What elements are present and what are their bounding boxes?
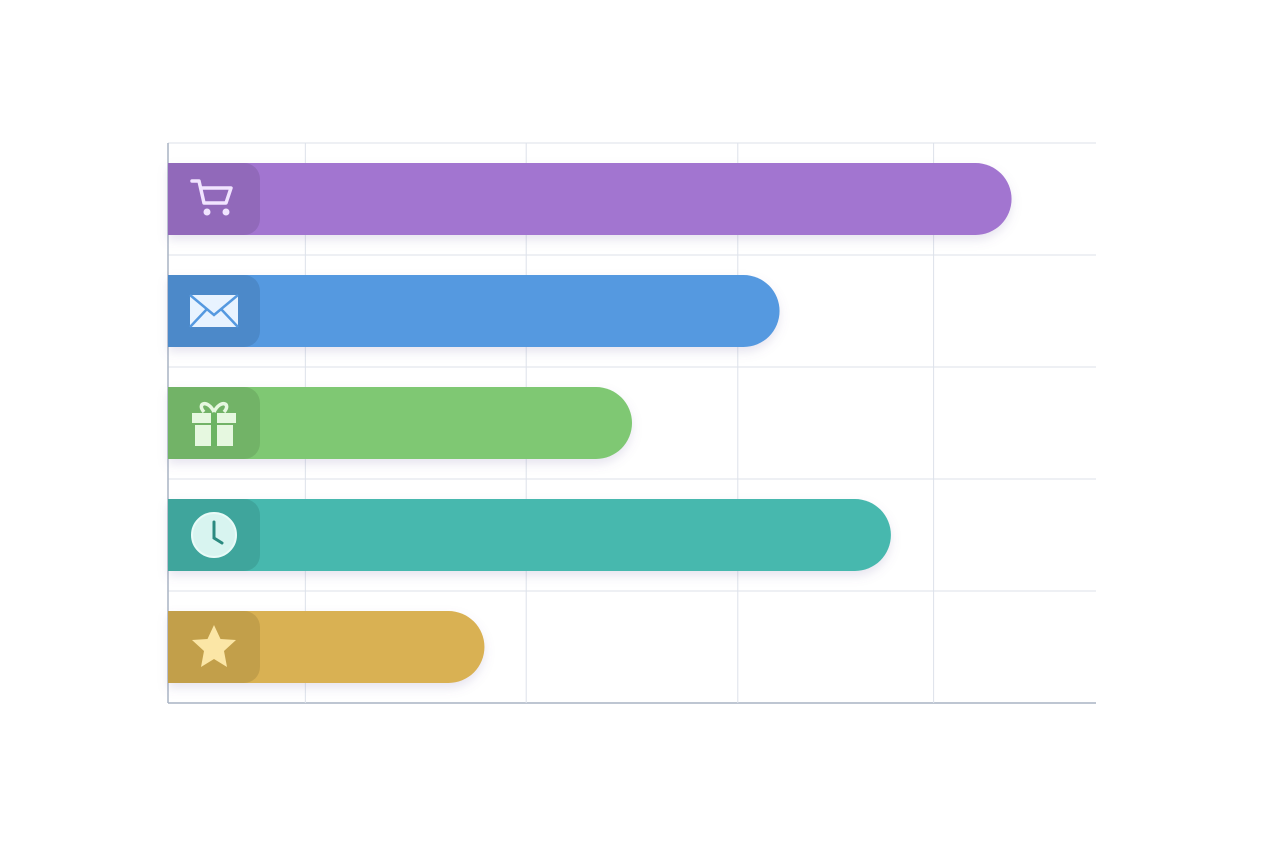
bar: [168, 275, 780, 347]
icon-wheel: [222, 208, 230, 216]
icon-wheel: [203, 208, 211, 216]
bar: [168, 163, 1012, 235]
icon-star: [192, 625, 236, 667]
bar-icon: [190, 179, 233, 216]
bar-icon-tab: [168, 163, 260, 235]
icon-gift-bow: [199, 402, 229, 414]
bar-icon: [189, 294, 239, 328]
bar-icon: [191, 512, 237, 558]
icon-envelope: [190, 295, 238, 327]
icon-envelope-flap: [189, 294, 239, 328]
bar: [168, 499, 891, 571]
icon-cart: [190, 179, 233, 205]
bar: [168, 387, 632, 459]
bar-icon: [192, 402, 236, 446]
icon-clock-hands: [212, 520, 224, 545]
icon-gift-ribbon: [211, 413, 217, 446]
bar: [168, 611, 485, 683]
bar-icon: [192, 625, 236, 667]
